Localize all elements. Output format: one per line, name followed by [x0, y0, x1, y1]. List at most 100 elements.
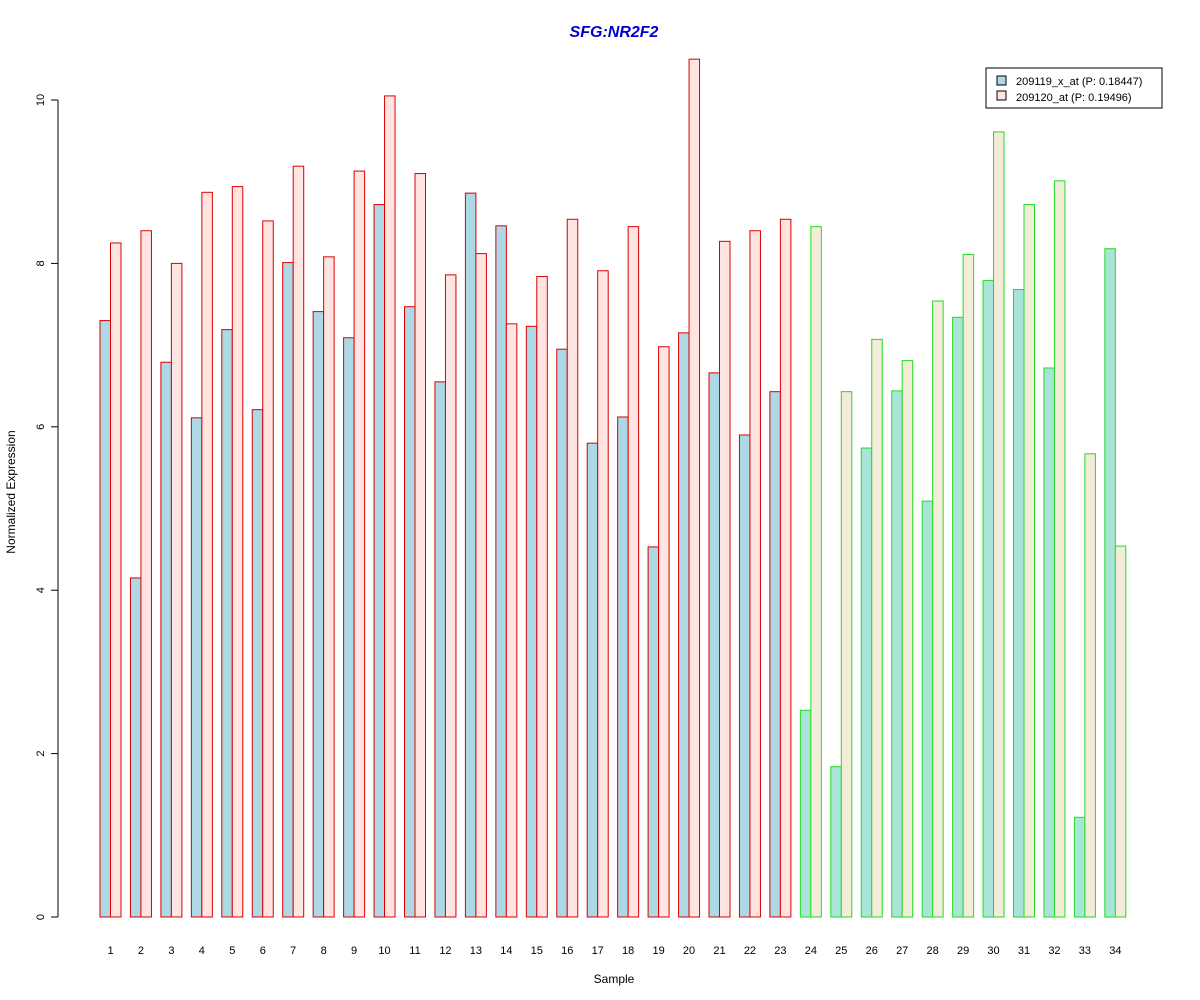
- bar-s2-sample-4: [201, 191, 213, 918]
- bar-s2-sample-12: [444, 274, 457, 918]
- bar-s2-sample-8: [323, 256, 335, 918]
- x-tick-label: 3: [168, 945, 174, 957]
- bar-s1-sample-34: [1104, 248, 1116, 918]
- bar-s2-sample-34: [1114, 545, 1127, 918]
- bar-s2-sample-33: [1084, 453, 1096, 918]
- bar-s1-sample-23: [769, 391, 781, 918]
- x-tick-label: 27: [896, 945, 908, 957]
- x-tick-label: 16: [561, 945, 573, 957]
- x-tick-label: 9: [351, 945, 357, 957]
- x-tick-label: 20: [683, 945, 695, 957]
- x-tick-label: 34: [1109, 945, 1121, 957]
- bar-s2-sample-16: [566, 218, 579, 918]
- legend: 209119_x_at (P: 0.18447) 209120_at (P: 0…: [985, 67, 1163, 109]
- bar-s1-sample-30: [982, 280, 995, 918]
- y-axis-label: Normalized Expression: [4, 430, 18, 553]
- bar-s2-sample-20: [688, 58, 701, 918]
- x-axis-label: Sample: [594, 972, 635, 986]
- bar-s2-sample-23: [779, 218, 792, 918]
- bar-s1-sample-18: [617, 416, 629, 918]
- bar-s1-sample-25: [830, 766, 842, 918]
- bar-s1-sample-7: [282, 262, 294, 918]
- bar-s1-sample-16: [556, 348, 568, 918]
- x-tick-label: 23: [774, 945, 786, 957]
- bar-s2-sample-11: [414, 173, 426, 918]
- x-tick-labels: 1 2 3 4 5 6 7 8 9 10 11 12 13 14 15 16 17 18 19 20 21 22 23 24 2…: [107, 945, 1121, 957]
- x-tick-label: 19: [652, 945, 664, 957]
- bar-s1-sample-27: [891, 390, 903, 918]
- x-tick-label: 13: [470, 945, 482, 957]
- bars: [99, 58, 1127, 918]
- bar-s1-sample-1: [99, 320, 111, 918]
- bar-s1-sample-19: [647, 546, 660, 918]
- bar-s2-sample-2: [140, 230, 152, 918]
- bar-s1-sample-17: [586, 442, 599, 918]
- legend-swatch-1: [996, 75, 1007, 86]
- x-tick-label: 5: [229, 945, 235, 957]
- x-tick-label: 25: [835, 945, 847, 957]
- chart-title: SFG:NR2F2: [570, 24, 659, 41]
- x-tick-label: 14: [500, 945, 512, 957]
- bar-s1-sample-9: [343, 337, 355, 918]
- bar-s2-sample-22: [749, 230, 761, 918]
- bar-s2-sample-25: [840, 391, 853, 918]
- bar-s2-sample-14: [505, 323, 518, 918]
- bar-s1-sample-20: [678, 332, 690, 918]
- bar-s2-sample-15: [536, 275, 548, 918]
- x-tick-label: 29: [957, 945, 969, 957]
- x-tick-label: 8: [321, 945, 327, 957]
- x-tick-label: 1: [107, 945, 113, 957]
- x-tick-label: 17: [592, 945, 604, 957]
- y-axis: 0 2 4 6 8 10: [35, 94, 59, 920]
- bar-s1-sample-28: [921, 500, 934, 918]
- bar-s1-sample-21: [708, 372, 720, 918]
- x-tick-label: 24: [805, 945, 817, 957]
- bar-s1-sample-6: [251, 409, 264, 918]
- legend-label-1: 209119_x_at (P: 0.18447): [1016, 76, 1142, 88]
- bar-s2-sample-19: [658, 346, 670, 918]
- bar-s2-sample-27: [901, 360, 914, 918]
- x-tick-label: 10: [378, 945, 390, 957]
- x-tick-label: 12: [439, 945, 451, 957]
- bar-s1-sample-32: [1043, 367, 1055, 918]
- bar-s1-sample-5: [221, 329, 233, 918]
- bar-s2-sample-31: [1023, 204, 1035, 918]
- x-tick-label: 32: [1048, 945, 1060, 957]
- bar-s2-sample-9: [353, 170, 366, 918]
- y-tick-label: 4: [35, 587, 47, 593]
- bar-s1-sample-15: [525, 325, 538, 918]
- bar-s2-sample-13: [475, 253, 487, 918]
- bar-s1-sample-29: [952, 316, 964, 918]
- x-tick-label: 33: [1079, 945, 1091, 957]
- bar-s2-sample-18: [627, 226, 640, 918]
- bar-s2-sample-5: [231, 186, 244, 918]
- bar-s1-sample-14: [495, 225, 507, 918]
- bar-s2-sample-7: [292, 165, 305, 918]
- bar-s1-sample-3: [160, 361, 172, 918]
- bar-s1-sample-26: [860, 447, 873, 918]
- x-tick-label: 31: [1018, 945, 1030, 957]
- bar-s1-sample-22: [738, 434, 751, 918]
- y-tick-label: 2: [35, 751, 47, 757]
- bar-s1-sample-11: [404, 306, 416, 918]
- bar-s2-sample-6: [262, 220, 274, 918]
- bar-s2-sample-30: [993, 131, 1005, 918]
- x-tick-label: 4: [199, 945, 205, 957]
- bar-s1-sample-2: [129, 577, 142, 918]
- y-tick-label: 8: [35, 260, 47, 266]
- bar-s1-sample-8: [312, 311, 325, 918]
- legend-box: [985, 67, 1163, 109]
- y-tick-label: 10: [35, 94, 47, 106]
- bar-s1-sample-33: [1073, 816, 1086, 918]
- bar-s1-sample-10: [373, 204, 386, 918]
- bar-s2-sample-24: [810, 226, 822, 918]
- x-tick-label: 26: [866, 945, 878, 957]
- x-tick-label: 28: [927, 945, 939, 957]
- bar-s2-sample-1: [110, 242, 122, 918]
- bar-s1-sample-31: [1013, 289, 1025, 918]
- x-tick-label: 21: [713, 945, 725, 957]
- legend-swatch-2: [996, 90, 1007, 101]
- bar-s2-sample-28: [932, 300, 944, 918]
- bar-s2-sample-32: [1053, 180, 1066, 918]
